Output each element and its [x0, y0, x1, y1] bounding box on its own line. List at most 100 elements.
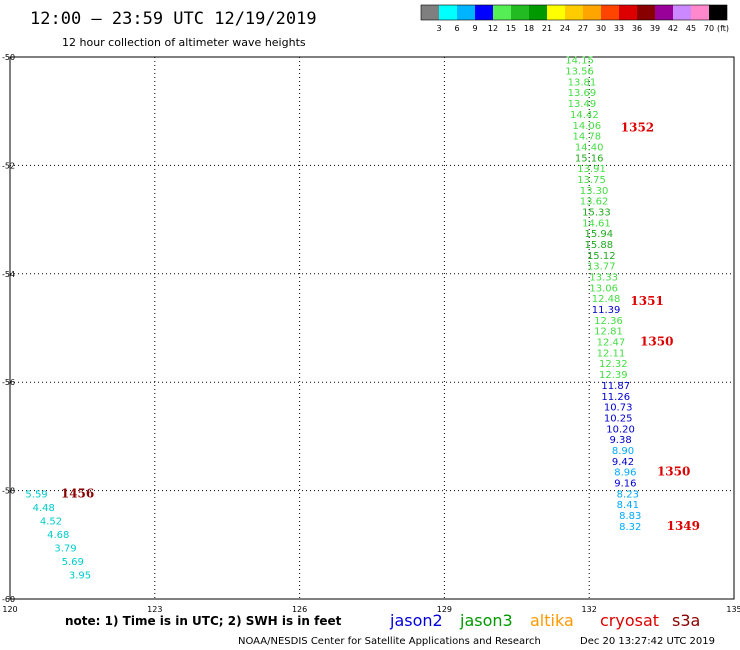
- colorbar-label: 3: [436, 24, 441, 33]
- colorbar-swatch: [493, 5, 511, 20]
- wave-height-label: 13.77: [587, 262, 616, 273]
- y-tick-label: -58: [2, 487, 15, 496]
- colorbar-swatch: [529, 5, 547, 20]
- wave-height-label: 10.73: [604, 403, 633, 414]
- x-tick-label: 132: [582, 605, 597, 614]
- y-tick-label: -50: [2, 53, 15, 62]
- wave-height-label: 8.83: [619, 511, 641, 522]
- colorbar-label: 70: [704, 24, 714, 33]
- colorbar-swatch: [601, 5, 619, 20]
- wave-height-label: 14.61: [582, 218, 611, 229]
- colorbar-swatch: [439, 5, 457, 20]
- wave-height-label: 12.81: [594, 327, 623, 338]
- wave-height-label: 8.23: [617, 489, 639, 500]
- colorbar-label: 39: [650, 24, 660, 33]
- wave-height-label: 13.75: [577, 175, 606, 186]
- colorbar-swatch: [511, 5, 529, 20]
- colorbar-swatch: [637, 5, 655, 20]
- wave-height-label: 14.42: [570, 110, 599, 121]
- x-tick-label: 120: [2, 605, 17, 614]
- y-tick-label: -60: [2, 595, 15, 604]
- wave-height-label: 15.12: [587, 251, 616, 262]
- colorbar-label: 36: [632, 24, 642, 33]
- colorbar-label: 6: [454, 24, 459, 33]
- plot-frame: [9, 56, 735, 600]
- colorbar-swatch: [583, 5, 601, 20]
- colorbar-label: 21: [542, 24, 552, 33]
- y-tick-label: -54: [2, 270, 15, 279]
- wave-height-label: 8.96: [614, 468, 636, 479]
- colorbar-label: 27: [578, 24, 588, 33]
- wave-height-label: 15.94: [585, 229, 614, 240]
- wave-height-label: 12.47: [597, 338, 626, 349]
- colorbar-label: 18: [524, 24, 534, 33]
- colorbar-label: 33: [614, 24, 624, 33]
- wave-height-label: 10.25: [604, 413, 633, 424]
- wave-height-label: 13.30: [580, 186, 609, 197]
- colorbar-label: 30: [596, 24, 606, 33]
- wave-height-label: 11.87: [601, 381, 630, 392]
- wave-height-label: 14.15: [565, 56, 594, 67]
- wave-height-label: 9.38: [609, 435, 631, 446]
- wave-height-label: 15.88: [585, 240, 614, 251]
- x-tick-label: 123: [147, 605, 162, 614]
- wave-height-label: 14.78: [572, 132, 601, 143]
- legend-s3a: s3a: [672, 611, 700, 630]
- colorbar-label: 24: [560, 24, 570, 33]
- colorbar-border: [420, 4, 728, 21]
- wave-height-label: 10.20: [606, 424, 635, 435]
- wave-height-label: 13.33: [589, 273, 618, 284]
- pass-time-label: 1350: [640, 335, 673, 349]
- wave-height-label: 12.39: [599, 370, 628, 381]
- colorbar-swatch: [655, 5, 673, 20]
- wave-height-label: 4.48: [33, 503, 55, 514]
- pass-time-label: 1350: [657, 465, 690, 479]
- wave-height-label: 13.06: [589, 283, 618, 294]
- colorbar-swatch: [709, 5, 727, 20]
- y-tick-label: -52: [2, 161, 15, 170]
- satellite-legend: jason2 jason3 altika cryosat s3a: [389, 611, 700, 630]
- wave-height-label: 13.91: [577, 164, 606, 175]
- pass-time-label: 1349: [667, 519, 700, 533]
- legend-cryosat: cryosat: [600, 611, 659, 630]
- colorbar-swatch: [421, 5, 439, 20]
- generated-date: Dec 20 13:27:42 UTC 2019: [580, 636, 715, 647]
- wave-height-label: 5.59: [25, 489, 47, 500]
- legend-altika: altika: [530, 611, 574, 630]
- wave-height-label: 8.90: [612, 446, 634, 457]
- wave-height-label: 12.32: [599, 359, 628, 370]
- x-tick-label: 126: [292, 605, 307, 614]
- wave-height-label: 4.52: [40, 516, 62, 527]
- wave-height-label: 5.69: [62, 557, 84, 568]
- wave-height-label: 13.69: [568, 88, 597, 99]
- wave-height-label: 14.40: [575, 142, 604, 153]
- wave-height-label: 15.16: [575, 153, 604, 164]
- units-note: note: 1) Time is in UTC; 2) SWH is in fe…: [65, 614, 342, 628]
- legend-jason3: jason3: [459, 611, 513, 630]
- grid-lines: [10, 57, 734, 599]
- wave-height-label: 13.49: [568, 99, 597, 110]
- colorbar-swatch: [475, 5, 493, 20]
- colorbar-swatch: [673, 5, 691, 20]
- colorbar-label: 45: [686, 24, 696, 33]
- wave-height-label: 8.41: [617, 500, 639, 511]
- colorbar-swatch: [547, 5, 565, 20]
- colorbar-label: 42: [668, 24, 678, 33]
- wave-height-label: 9.42: [612, 457, 634, 468]
- wave-height-label: 11.26: [601, 392, 630, 403]
- wave-height-label: 3.79: [54, 544, 76, 555]
- chart-title: 12:00 — 23:59 UTC 12/19/2019: [30, 9, 317, 29]
- wave-height-label: 8.32: [619, 522, 641, 533]
- colorbar-swatch: [619, 5, 637, 20]
- colorbar-swatch: [457, 5, 475, 20]
- wave-height-label: 12.11: [597, 348, 626, 359]
- wave-height-label: 13.81: [568, 77, 597, 88]
- wave-height-label: 12.48: [592, 294, 621, 305]
- colorbar-label: 15: [506, 24, 516, 33]
- wave-height-label: 13.62: [580, 197, 609, 208]
- x-tick-label: 129: [437, 605, 452, 614]
- chart-subtitle: 12 hour collection of altimeter wave hei…: [62, 36, 306, 49]
- wave-height-label: 12.36: [594, 316, 623, 327]
- wave-height-label: 11.39: [592, 305, 621, 316]
